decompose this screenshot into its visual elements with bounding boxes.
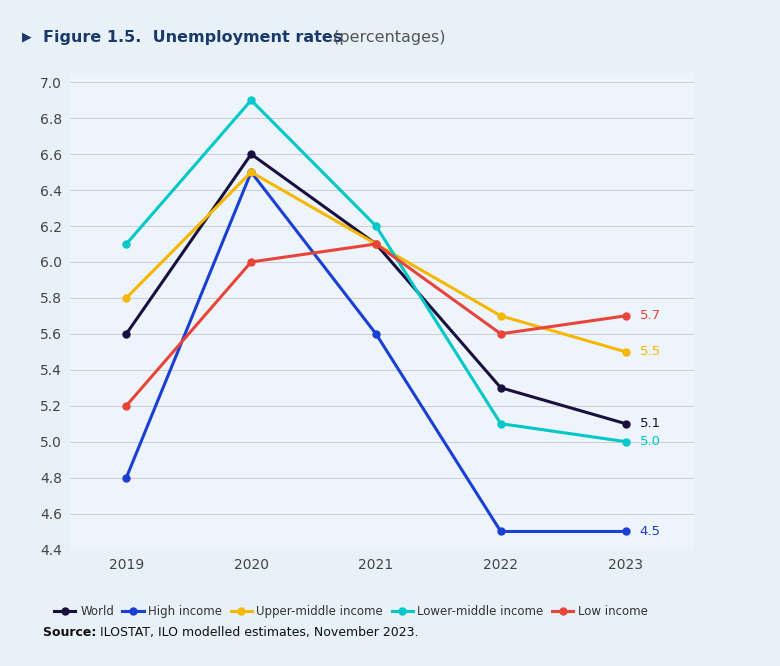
Text: ILOSTAT, ILO modelled estimates, November 2023.: ILOSTAT, ILO modelled estimates, Novembe… (100, 626, 418, 639)
Text: 4.5: 4.5 (640, 525, 661, 538)
Text: 5.1: 5.1 (640, 417, 661, 430)
Text: Source:: Source: (43, 626, 101, 639)
Text: (percentages): (percentages) (328, 30, 445, 45)
Legend: World, High income, Upper-middle income, Lower-middle income, Low income: World, High income, Upper-middle income,… (49, 601, 653, 623)
Text: 5.5: 5.5 (640, 345, 661, 358)
Text: ▶: ▶ (22, 30, 31, 43)
Text: Figure 1.5.  Unemployment rates: Figure 1.5. Unemployment rates (43, 30, 342, 45)
Text: 5.0: 5.0 (640, 435, 661, 448)
Text: 5.7: 5.7 (640, 309, 661, 322)
